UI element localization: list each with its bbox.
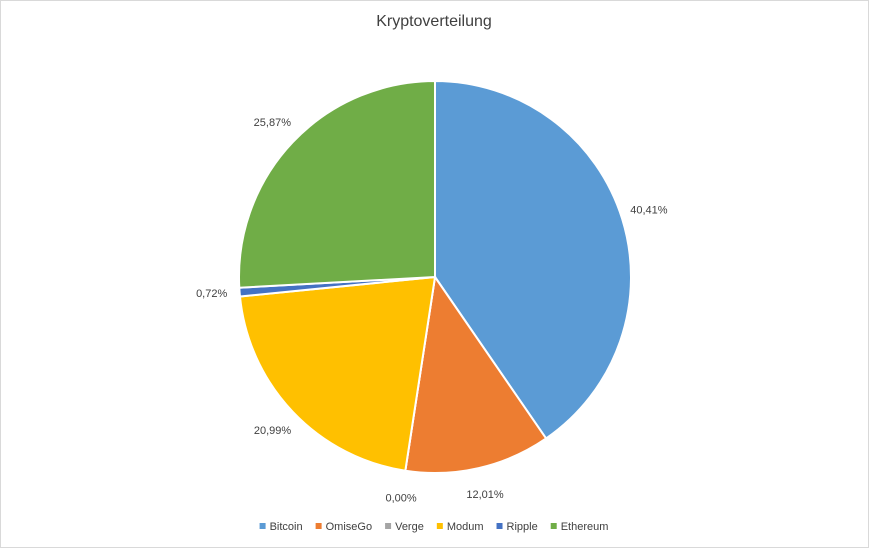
legend-swatch xyxy=(259,523,266,529)
legend-label: Ethereum xyxy=(561,521,609,533)
data-label: 25,87% xyxy=(254,117,292,129)
legend-label: Bitcoin xyxy=(270,521,303,533)
legend-swatch xyxy=(496,523,503,529)
pie-slice xyxy=(238,275,437,472)
legend-swatch xyxy=(436,523,443,529)
legend-swatch xyxy=(315,523,322,529)
legend-swatch xyxy=(550,523,557,529)
legend-label: OmiseGo xyxy=(326,521,372,533)
legend-label: Ripple xyxy=(507,521,538,533)
data-label: 20,99% xyxy=(254,425,292,437)
data-label: 0,00% xyxy=(385,492,416,504)
data-label: 12,01% xyxy=(466,489,504,501)
data-label: 0,72% xyxy=(196,288,227,300)
legend-label: Verge xyxy=(395,521,424,533)
pie-slice xyxy=(238,79,436,289)
data-label: 40,41% xyxy=(630,204,668,216)
legend-label: Modum xyxy=(447,521,484,533)
legend: Bitcoin OmiseGo Verge Modum Ripple Ethereum xyxy=(259,521,609,533)
legend-swatch xyxy=(385,523,392,529)
pie-slice xyxy=(434,79,632,440)
pie-slice xyxy=(404,274,548,474)
chart-title: Kryptoverteilung xyxy=(376,13,492,30)
